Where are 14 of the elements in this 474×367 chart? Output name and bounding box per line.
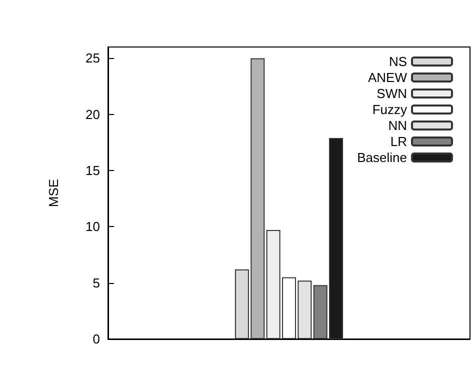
y-tick-label: 15 [86, 163, 100, 178]
legend-label: Fuzzy [372, 102, 408, 117]
y-tick-label: 20 [86, 106, 100, 122]
legend-label: ANEW [368, 70, 408, 85]
y-tick-label: 0 [92, 332, 100, 346]
legend-label: NN [388, 118, 407, 133]
legend-label: LR [390, 134, 407, 149]
y-tick-label: 10 [86, 219, 100, 234]
legend-label: Baseline [357, 150, 407, 165]
legend-label: NS [388, 54, 408, 69]
y-tick-label: 25 [86, 50, 100, 66]
legend-label: SWN [376, 86, 407, 101]
y-tick-label: 5 [92, 275, 100, 290]
y-axis-title: MSE [46, 178, 61, 208]
